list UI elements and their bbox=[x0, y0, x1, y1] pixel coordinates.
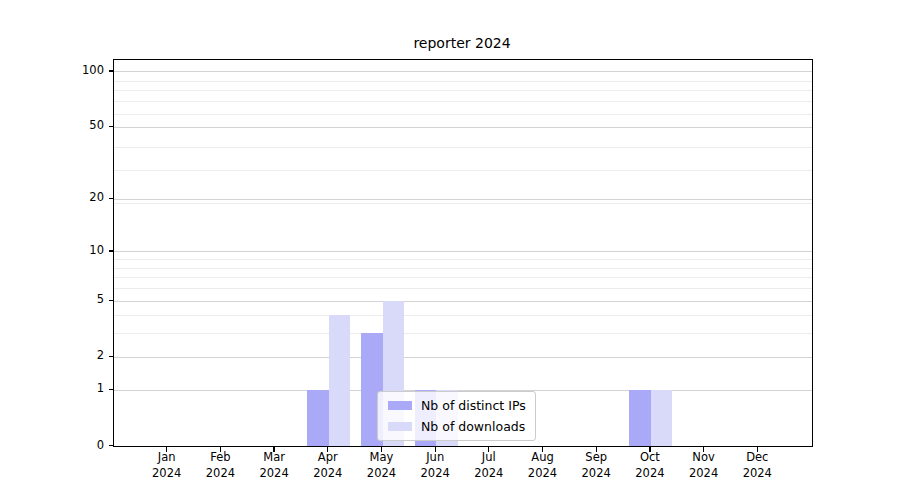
x-tick-month: Dec bbox=[717, 450, 797, 466]
x-tick-label-dec: Dec2024 bbox=[717, 450, 797, 481]
x-tick-year: 2024 bbox=[717, 466, 797, 482]
gridline-minor bbox=[114, 333, 812, 334]
gridline-major-10 bbox=[114, 251, 812, 252]
gridline-minor bbox=[114, 288, 812, 289]
gridline-minor bbox=[114, 259, 812, 260]
y-tick-mark bbox=[109, 126, 114, 127]
y-tick-mark bbox=[109, 389, 114, 390]
gridline-minor bbox=[114, 315, 812, 316]
y-tick-label-10: 10 bbox=[0, 243, 104, 257]
y-tick-label-100: 100 bbox=[0, 63, 104, 77]
legend-entry-0: Nb of distinct IPs bbox=[388, 398, 526, 413]
gridline-minor bbox=[114, 101, 812, 102]
legend-label-1: Nb of downloads bbox=[421, 419, 525, 434]
gridline-minor bbox=[114, 277, 812, 278]
y-tick-mark bbox=[109, 70, 114, 71]
y-tick-mark bbox=[109, 250, 114, 251]
gridline-major-100 bbox=[114, 71, 812, 72]
gridline-minor bbox=[114, 81, 812, 82]
y-tick-label-2: 2 bbox=[0, 348, 104, 362]
legend-label-0: Nb of distinct IPs bbox=[421, 398, 526, 413]
gridline-minor bbox=[114, 268, 812, 269]
y-tick-mark bbox=[109, 300, 114, 301]
gridline-major-5 bbox=[114, 301, 812, 302]
y-tick-label-50: 50 bbox=[0, 118, 104, 132]
y-tick-mark bbox=[109, 198, 114, 199]
gridline-minor bbox=[114, 114, 812, 115]
y-tick-mark bbox=[109, 445, 114, 446]
plot-area: Nb of distinct IPs Nb of downloads bbox=[113, 59, 813, 447]
y-tick-mark bbox=[109, 356, 114, 357]
bar-apr-distinct-ips bbox=[307, 390, 329, 446]
bar-oct-downloads bbox=[651, 390, 673, 446]
chart-figure: reporter 2024 Nb of distinct IPs Nb of do… bbox=[0, 0, 900, 500]
gridline-major-2 bbox=[114, 357, 812, 358]
gridline-minor bbox=[114, 203, 812, 204]
legend-entry-1: Nb of downloads bbox=[388, 419, 526, 434]
legend-swatch-1 bbox=[388, 422, 412, 431]
gridline-major-50 bbox=[114, 127, 812, 128]
y-tick-label-5: 5 bbox=[0, 292, 104, 306]
legend: Nb of distinct IPs Nb of downloads bbox=[377, 391, 536, 441]
gridline-minor bbox=[114, 170, 812, 171]
legend-swatch-0 bbox=[388, 401, 412, 410]
gridline-minor bbox=[114, 90, 812, 91]
gridline-major-20 bbox=[114, 199, 812, 200]
bar-oct-distinct-ips bbox=[629, 390, 651, 446]
y-tick-label-0: 0 bbox=[0, 438, 104, 452]
y-tick-label-20: 20 bbox=[0, 190, 104, 204]
chart-title: reporter 2024 bbox=[113, 35, 811, 51]
bar-apr-downloads bbox=[329, 315, 351, 446]
y-tick-label-1: 1 bbox=[0, 381, 104, 395]
gridline-minor bbox=[114, 147, 812, 148]
